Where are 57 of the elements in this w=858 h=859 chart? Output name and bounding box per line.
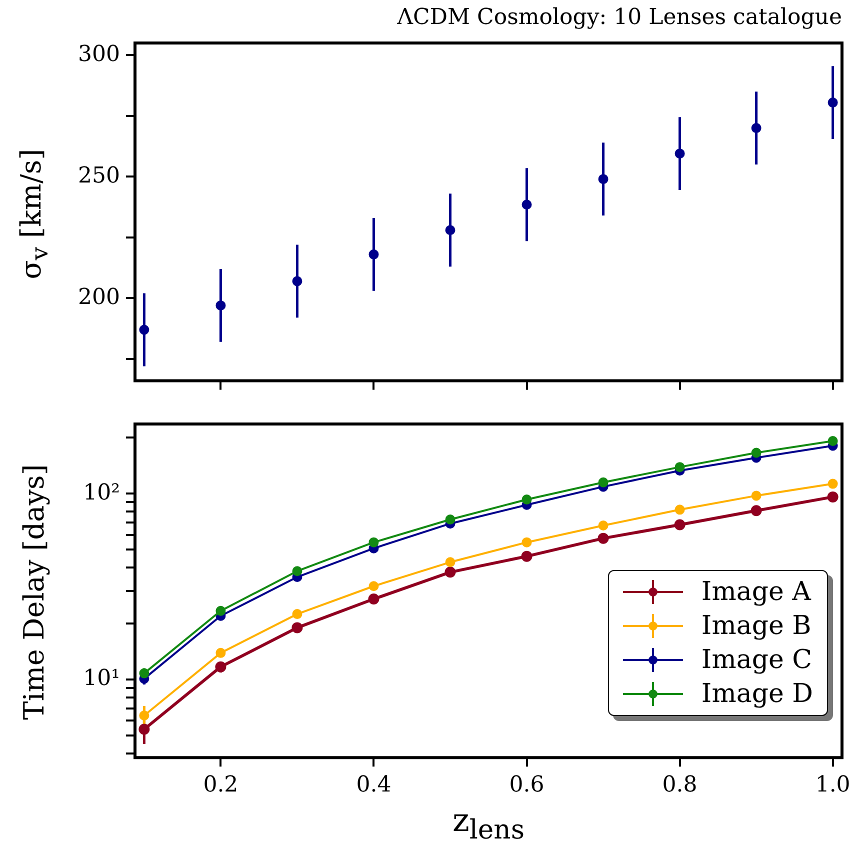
point [216,606,226,616]
point [522,200,532,210]
point [368,594,380,605]
point [368,581,379,592]
x-tick-label: 0.2 [203,772,238,798]
y-axis-title: Time Delay [days] [18,464,50,720]
x-axis-title: z$_{lens}$ [452,801,525,846]
point [598,477,608,488]
point [216,648,226,658]
point [445,225,456,236]
point [598,532,609,544]
point [445,557,456,568]
point [674,504,685,515]
point [215,661,226,672]
point [828,478,838,489]
point [827,491,838,502]
point [751,123,762,134]
y-tick-label: 300 [78,42,120,67]
point [750,505,762,516]
point [292,622,303,634]
x-tick-label: 1.0 [815,772,850,798]
legend-label: Image B [701,611,812,641]
point [292,276,302,286]
point [674,462,685,472]
legend-label: Image D [701,679,813,709]
x-tick-label: 0.4 [356,772,392,798]
point [138,724,150,735]
point [674,148,685,159]
point [292,609,302,620]
point [292,566,302,576]
point [751,448,762,458]
point [139,710,150,721]
point [368,249,379,260]
point [751,490,762,501]
y-tick-label: 10² [83,480,120,506]
point [598,174,608,184]
point [828,98,838,108]
point [522,537,532,548]
point [522,494,532,505]
point [521,550,532,562]
point [674,519,686,530]
y-tick-label: 200 [78,284,120,310]
point [216,300,226,310]
legend-label: Image A [701,577,811,607]
point [828,436,838,446]
chart-title: ΛCDM Cosmology: 10 Lenses catalogue [397,5,842,30]
point [598,520,608,530]
point [445,514,456,524]
legend-label: Image C [701,645,812,675]
point [139,668,150,678]
y-tick-label: 10¹ [83,666,120,692]
x-tick-label: 0.6 [509,772,544,798]
point [368,537,379,548]
point [139,324,150,335]
point [444,566,456,578]
x-tick-label: 0.8 [662,772,698,798]
y-tick-label: 250 [78,163,120,188]
